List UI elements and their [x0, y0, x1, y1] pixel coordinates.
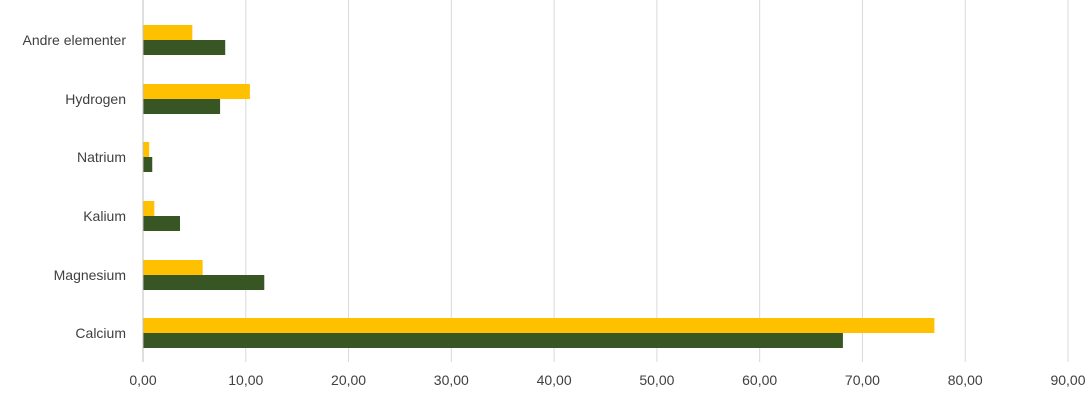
x-tick-label: 80,00	[948, 372, 983, 388]
x-tick-label: 20,00	[331, 372, 366, 388]
x-tick-label: 50,00	[639, 372, 674, 388]
bar-hydrogen-series-1	[143, 84, 250, 99]
x-tick-label: 70,00	[845, 372, 880, 388]
x-tick-label: 30,00	[434, 372, 469, 388]
bar-calcium-series-1	[143, 318, 935, 333]
x-tick-label: 0,00	[129, 372, 156, 388]
x-tick-label: 90,00	[1050, 372, 1085, 388]
bar-kalium-series-1	[143, 201, 155, 216]
x-tick-label: 10,00	[228, 372, 263, 388]
labels: 0,00 10,00 20,00 30,00 40,00 50,00 60,00 70,00 8…	[22, 32, 1085, 388]
bar-magnesium-series-1	[143, 260, 203, 275]
x-tick-label: 40,00	[537, 372, 572, 388]
bar-kalium-series-2	[143, 216, 180, 231]
bar-andre-elementer-series-1	[143, 25, 193, 40]
bar-natrium-series-1	[143, 142, 150, 157]
bars	[143, 25, 935, 348]
bar-natrium-series-2	[143, 157, 153, 172]
bar-magnesium-series-2	[143, 275, 265, 290]
category-label: Hydrogen	[65, 91, 126, 107]
category-label: Natrium	[77, 149, 126, 165]
category-label: Magnesium	[54, 267, 126, 283]
category-label: Andre elementer	[22, 32, 126, 48]
category-label: Kalium	[83, 208, 126, 224]
x-tick-label: 60,00	[742, 372, 777, 388]
bar-andre-elementer-series-2	[143, 40, 226, 55]
category-label: Calcium	[75, 325, 126, 341]
bar-calcium-series-2	[143, 333, 843, 348]
gridlines	[245, 0, 1069, 362]
bar-hydrogen-series-2	[143, 99, 221, 114]
